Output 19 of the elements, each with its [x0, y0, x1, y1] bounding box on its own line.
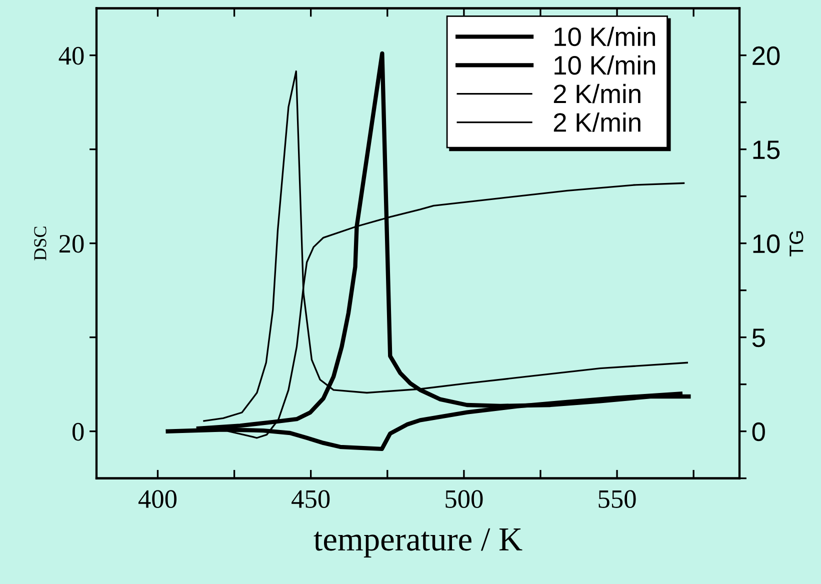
y-tick-label: 20	[59, 234, 84, 253]
y2-tick-label: 10	[753, 234, 780, 254]
y2-tick-label: 5	[752, 328, 765, 348]
y2-axis-title: TG	[790, 231, 804, 256]
x-tick-label: 400	[138, 490, 177, 508]
y-axis-title: DSC	[34, 226, 46, 260]
y2-tick-label: 15	[753, 140, 780, 160]
legend-label: 10 K/min	[554, 55, 656, 75]
legend-label: 2 K/min	[554, 84, 640, 104]
x-axis-title: temperature / K	[314, 528, 522, 558]
y2-tick-label: 20	[752, 46, 780, 66]
x-tick-label: 450	[292, 490, 330, 508]
y2-tick-label: 0	[752, 422, 765, 442]
y-tick-label: 0	[72, 422, 84, 441]
y-tick-label: 40	[58, 46, 84, 65]
x-tick-label: 550	[598, 490, 636, 508]
x-tick-label: 500	[446, 490, 483, 508]
legend-label: 2 K/min	[554, 112, 640, 132]
legend-label: 10 K/min	[554, 26, 656, 46]
